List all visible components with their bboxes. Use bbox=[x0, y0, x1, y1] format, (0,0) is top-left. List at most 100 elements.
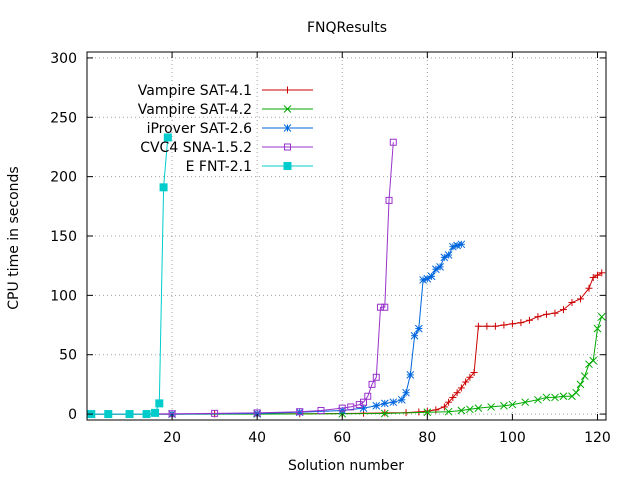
series-1 bbox=[87, 269, 606, 418]
data-point-cross bbox=[580, 372, 589, 380]
data-point-filled-box bbox=[283, 162, 292, 170]
data-point-star bbox=[419, 276, 427, 284]
data-point-plus bbox=[474, 322, 482, 330]
series-line bbox=[91, 272, 602, 415]
data-point-cross bbox=[457, 406, 466, 415]
data-point-filled-box bbox=[104, 410, 113, 419]
x-tick-label: 100 bbox=[499, 430, 526, 446]
y-tick-label: 150 bbox=[50, 229, 77, 245]
data-point-star bbox=[283, 124, 292, 132]
data-point-box bbox=[368, 380, 376, 388]
data-point-box bbox=[211, 409, 219, 417]
data-point-star bbox=[380, 399, 389, 408]
data-point-star bbox=[444, 251, 453, 259]
legend: Vampire SAT-4.1 Vampire SAT-4.2 iProver SA… bbox=[138, 83, 313, 175]
series-line bbox=[91, 137, 169, 415]
series-2 bbox=[87, 312, 606, 418]
y-tick-label: 50 bbox=[59, 348, 77, 364]
data-point-plus bbox=[483, 322, 491, 330]
data-point-plus bbox=[598, 269, 606, 277]
data-point-plus bbox=[449, 393, 457, 401]
data-point-plus bbox=[568, 298, 576, 306]
y-tick-label: 100 bbox=[50, 288, 77, 304]
grid-lines bbox=[87, 52, 606, 420]
data-point-cross bbox=[521, 398, 530, 407]
data-point-cross bbox=[380, 409, 389, 418]
data-point-cross bbox=[508, 400, 517, 409]
data-point-plus bbox=[453, 389, 461, 397]
series-line bbox=[91, 316, 603, 415]
data-point-box bbox=[317, 407, 325, 415]
data-point-filled-box bbox=[155, 399, 164, 408]
data-point-cross bbox=[589, 356, 598, 365]
series-3 bbox=[87, 240, 466, 418]
data-point-box bbox=[364, 392, 372, 400]
data-point-plus bbox=[462, 378, 470, 386]
data-point-plus bbox=[534, 313, 542, 321]
data-point-filled-box bbox=[159, 183, 168, 192]
data-point-star bbox=[402, 388, 410, 397]
chart-title: FNQResults bbox=[307, 20, 387, 36]
data-point-cross bbox=[487, 403, 495, 411]
data-point-plus bbox=[593, 271, 601, 279]
data-point-cross bbox=[423, 408, 432, 417]
data-point-plus bbox=[491, 322, 499, 330]
data-point-plus bbox=[423, 407, 431, 415]
data-point-box bbox=[377, 303, 385, 311]
data-point-filled-box bbox=[142, 410, 151, 419]
data-point-box bbox=[296, 408, 304, 416]
y-tick-label: 0 bbox=[68, 407, 77, 423]
data-point-plus bbox=[470, 369, 478, 377]
x-tick-label: 80 bbox=[418, 430, 436, 446]
y-axis-label: CPU time in seconds bbox=[6, 166, 22, 309]
x-tick-label: 60 bbox=[333, 430, 351, 446]
data-point-star bbox=[457, 240, 466, 249]
data-point-plus bbox=[559, 306, 567, 314]
data-point-star bbox=[397, 395, 406, 404]
data-point-cross bbox=[542, 393, 551, 402]
legend-label: CVC4 SNA-1.5.2 bbox=[140, 140, 252, 156]
y-tick-label: 300 bbox=[50, 51, 77, 67]
axis-ticks: 20 40 60 80 100 120 0 50 100 150 200 250 300 bbox=[50, 51, 611, 446]
data-point-plus bbox=[500, 321, 508, 329]
data-point-plus bbox=[589, 274, 597, 282]
data-point-box bbox=[385, 196, 393, 204]
series-line bbox=[91, 243, 462, 415]
legend-label: Vampire SAT-4.1 bbox=[138, 83, 252, 99]
data-point-plus bbox=[415, 408, 423, 416]
data-point-plus bbox=[542, 310, 550, 318]
data-point-star bbox=[406, 371, 415, 379]
data-point-star bbox=[427, 272, 436, 281]
data-point-box bbox=[360, 398, 368, 406]
data-point-star bbox=[414, 324, 423, 333]
data-point-cross bbox=[534, 395, 542, 404]
data-point-star bbox=[359, 404, 368, 412]
x-axis-label: Solution number bbox=[288, 458, 404, 474]
legend-label: iProver SAT-2.6 bbox=[147, 121, 253, 137]
series-5 bbox=[87, 133, 172, 419]
data-point-cross bbox=[466, 405, 474, 414]
data-point-filled-box bbox=[125, 410, 134, 419]
data-point-filled-box bbox=[151, 408, 160, 417]
x-tick-label: 40 bbox=[248, 430, 266, 446]
data-point-cross bbox=[474, 404, 483, 412]
series-line bbox=[91, 142, 394, 415]
data-point-cross bbox=[283, 105, 292, 113]
y-tick-label: 250 bbox=[50, 110, 77, 126]
data-point-cross bbox=[500, 401, 508, 410]
x-tick-label: 20 bbox=[163, 430, 181, 446]
data-point-cross bbox=[572, 388, 581, 397]
data-point-plus bbox=[517, 319, 525, 327]
data-point-plus bbox=[457, 384, 465, 392]
data-point-star bbox=[372, 401, 381, 410]
data-point-cross bbox=[551, 393, 559, 402]
data-point-cross bbox=[444, 407, 453, 416]
data-point-box bbox=[347, 403, 355, 411]
y-tick-label: 200 bbox=[50, 170, 77, 186]
data-point-plus bbox=[508, 320, 516, 328]
data-point-star bbox=[448, 242, 457, 251]
data-point-box bbox=[284, 143, 291, 151]
data-point-cross bbox=[576, 380, 585, 389]
data-point-plus bbox=[445, 398, 453, 406]
